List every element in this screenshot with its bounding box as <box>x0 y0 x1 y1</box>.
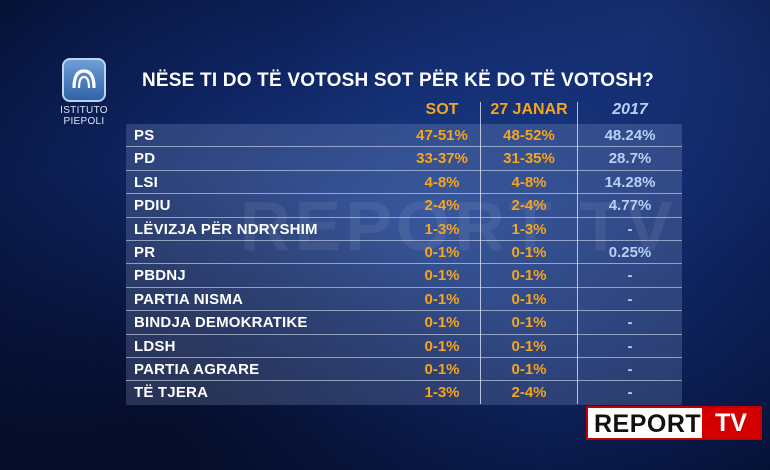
result-2017-value: - <box>627 384 633 402</box>
table-row: LSI 4-8% 4-8% 14.28% <box>126 171 682 195</box>
sot-value: 0-1% <box>424 360 460 378</box>
january-value: 2-4% <box>511 384 547 402</box>
result-2017-value: - <box>627 337 633 355</box>
january-value: 0-1% <box>511 337 547 355</box>
january-value: 1-3% <box>511 220 547 238</box>
brand-tv-text: TV <box>702 408 760 438</box>
sot-value: 0-1% <box>424 337 460 355</box>
party-name: PBDNJ <box>134 267 186 285</box>
result-2017-value: - <box>627 220 633 238</box>
sot-value: 2-4% <box>424 197 460 215</box>
january-value: 0-1% <box>511 267 547 285</box>
table-row: PR 0-1% 0-1% 0.25% <box>126 241 682 265</box>
table-row: PDIU 2-4% 2-4% 4.77% <box>126 194 682 218</box>
piepoli-emblem-icon <box>62 58 106 102</box>
party-name: PARTIA NISMA <box>134 290 244 308</box>
sot-value: 0-1% <box>424 243 460 261</box>
report-tv-watermark: REPORT TV <box>240 187 677 265</box>
brand-report-text: REPORT <box>594 410 702 438</box>
logo-line-2: PIEPOLI <box>63 116 105 127</box>
sot-value: 1-3% <box>424 384 460 402</box>
result-2017-value: 48.24% <box>604 127 656 144</box>
january-value: 2-4% <box>511 197 547 215</box>
table-row: PARTIA AGRARE 0-1% 0-1% - <box>126 358 682 382</box>
january-value: 0-1% <box>511 360 547 378</box>
party-name: PDIU <box>134 197 171 215</box>
result-2017-value: 28.7% <box>608 150 652 168</box>
report-tv-logo: REPORT TV <box>586 406 762 440</box>
january-value: 0-1% <box>511 314 547 332</box>
column-divider-1 <box>480 102 481 404</box>
header-sot: SOT <box>425 101 459 118</box>
sot-value: 0-1% <box>424 314 460 332</box>
header-2017: 2017 <box>612 101 648 118</box>
january-value: 0-1% <box>511 243 547 261</box>
table-row: TË TJERA 1-3% 2-4% - <box>126 381 682 404</box>
january-value: 4-8% <box>511 173 547 191</box>
sot-value: 33-37% <box>416 150 468 168</box>
results-table: PS 47-51% 48-52% 48.24% PD 33-37% 31-35%… <box>126 124 682 405</box>
result-2017-value: - <box>627 314 633 332</box>
sot-value: 0-1% <box>424 290 460 308</box>
header-27-janar: 27 JANAR <box>490 101 568 118</box>
poll-question-title: NËSE TI DO TË VOTOSH SOT PËR KË DO TË VO… <box>142 70 654 91</box>
table-row: LËVIZJA PËR NDRYSHIM 1-3% 1-3% - <box>126 218 682 241</box>
table-row: PARTIA NISMA 0-1% 0-1% - <box>126 288 682 312</box>
column-divider-2 <box>577 102 578 404</box>
results-table-panel <box>126 124 682 405</box>
logo-line-1: ISTITUTO <box>60 105 108 116</box>
result-2017-value: - <box>627 290 633 308</box>
sot-value: 4-8% <box>424 173 460 191</box>
istituto-piepoli-logo: ISTITUTO PIEPOLI <box>52 58 116 127</box>
january-value: 0-1% <box>511 290 547 308</box>
party-name: PS <box>134 127 155 144</box>
party-name: BINDJA DEMOKRATIKE <box>134 314 308 332</box>
party-name: PR <box>134 243 156 261</box>
sot-value: 0-1% <box>424 267 460 285</box>
party-name: LSI <box>134 173 158 191</box>
party-name: TË TJERA <box>134 384 209 402</box>
table-row: LDSH 0-1% 0-1% - <box>126 335 682 358</box>
result-2017-value: 14.28% <box>604 173 656 191</box>
table-row: PS 47-51% 48-52% 48.24% <box>126 124 682 148</box>
sot-value: 1-3% <box>424 220 460 238</box>
party-name: PD <box>134 150 156 168</box>
party-name: LDSH <box>134 337 176 355</box>
table-row: PBDNJ 0-1% 0-1% - <box>126 264 682 288</box>
result-2017-value: - <box>627 267 633 285</box>
january-value: 31-35% <box>503 150 555 168</box>
sot-value: 47-51% <box>416 127 468 144</box>
party-name: LËVIZJA PËR NDRYSHIM <box>134 220 318 238</box>
result-2017-value: 4.77% <box>608 197 652 215</box>
table-row: PD 33-37% 31-35% 28.7% <box>126 147 682 171</box>
result-2017-value: 0.25% <box>608 243 652 261</box>
january-value: 48-52% <box>503 127 555 144</box>
result-2017-value: - <box>627 360 633 378</box>
party-name: PARTIA AGRARE <box>134 360 260 378</box>
table-row: BINDJA DEMOKRATIKE 0-1% 0-1% - <box>126 311 682 335</box>
